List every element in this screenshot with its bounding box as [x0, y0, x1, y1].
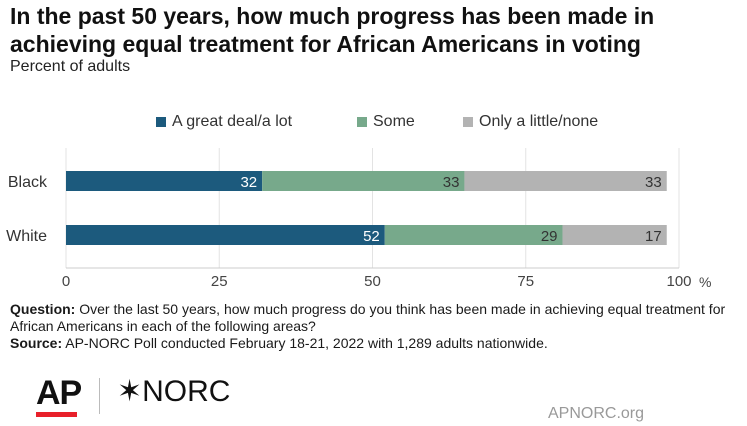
chart-title: In the past 50 years, how much progress … [10, 3, 655, 57]
x-tick-label-50: 50 [364, 273, 381, 290]
x-tick-label-75: 75 [517, 273, 534, 290]
data-label-white-series-2: 17 [645, 228, 662, 245]
question-text: Over the last 50 years, how much progres… [10, 301, 726, 334]
bar-black-series-2 [464, 171, 667, 191]
category-label-white: White [6, 228, 47, 245]
norc-wordmark: NORC [142, 375, 231, 408]
x-tick-label-25: 25 [211, 273, 228, 290]
legend-label-great-deal: A great deal/a lot [172, 113, 293, 130]
question-label: Question: [10, 301, 76, 317]
legend-swatch-some [357, 117, 367, 127]
footnote: Question: Over the last 50 years, how mu… [10, 301, 740, 352]
site-link[interactable]: APNORC.org [548, 405, 645, 422]
data-label-white-series-0: 52 [363, 228, 380, 245]
stacked-bar-chart: Black 32 33 33 White 52 29 17 0 25 50 75 100% [6, 148, 711, 290]
ap-logo-bar [36, 412, 77, 417]
data-label-black-series-0: 32 [240, 174, 257, 191]
norc-star-icon: ✶ [117, 375, 143, 408]
bar-white-series-0 [66, 225, 385, 245]
legend-swatch-great-deal [156, 117, 166, 127]
question-note: Question: Over the last 50 years, how mu… [10, 301, 740, 335]
legend-label-little-none: Only a little/none [479, 113, 599, 130]
logo-divider [99, 378, 100, 414]
bar-white-series-2 [562, 225, 667, 245]
legend-swatch-little-none [463, 117, 473, 127]
x-tick-label-100: 100 [666, 273, 691, 290]
data-label-black-series-1: 33 [443, 174, 460, 191]
data-label-white-series-1: 29 [541, 228, 558, 245]
chart-subtitle: Percent of adults [10, 58, 131, 75]
bar-black-series-1 [262, 171, 465, 191]
legend-item-little-none: Only a little/none [463, 113, 598, 131]
x-unit-label: % [699, 274, 711, 290]
bar-white-series-1 [384, 225, 563, 245]
source-note: Source: AP-NORC Poll conducted February … [10, 335, 740, 352]
legend-item-some: Some [357, 113, 415, 131]
data-label-black-series-2: 33 [645, 174, 662, 191]
legend-item-great-deal: A great deal/a lot [156, 113, 292, 131]
source-text: AP-NORC Poll conducted February 18-21, 2… [65, 335, 548, 351]
legend-label-some: Some [373, 113, 415, 130]
source-label: Source: [10, 335, 63, 351]
ap-logo: AP [36, 374, 82, 412]
bar-black-series-0 [66, 171, 263, 191]
legend: A great deal/a lot Some Only a little/no… [0, 113, 747, 133]
x-tick-label-0: 0 [62, 273, 70, 290]
category-label-black: Black [8, 174, 48, 191]
norc-logo: ✶NORC [117, 374, 230, 409]
